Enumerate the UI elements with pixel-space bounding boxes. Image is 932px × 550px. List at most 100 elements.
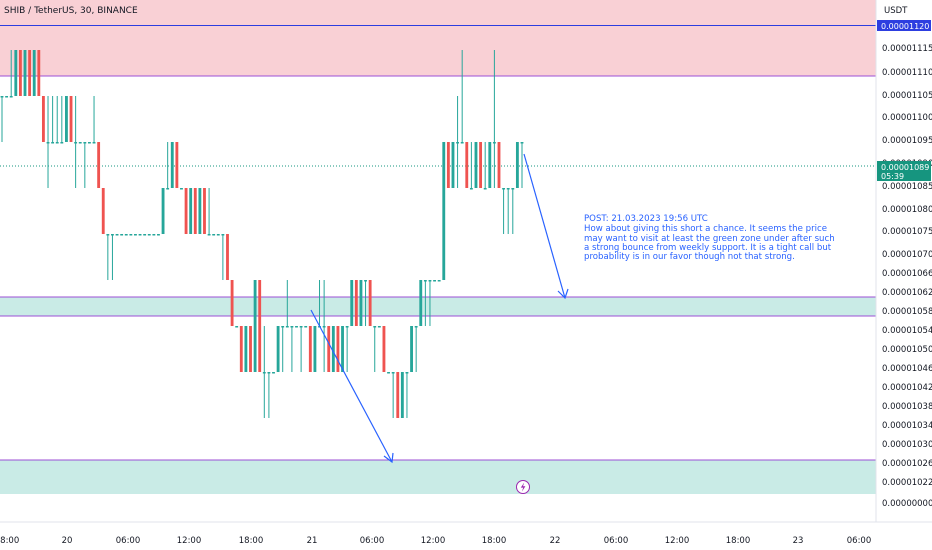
candle (345, 326, 349, 372)
price-label: 0.00001030 (882, 440, 932, 450)
candle (78, 142, 82, 144)
candle (511, 188, 515, 234)
last-price-badge (877, 161, 931, 181)
price-label: 0.00001022 (882, 478, 932, 488)
support-zone-upper (0, 297, 876, 316)
candle (193, 188, 197, 234)
candle (226, 234, 229, 280)
candle (221, 234, 225, 280)
time-label: 06:00 (604, 536, 629, 546)
countdown-text: 05:39 (881, 172, 904, 181)
candle (262, 326, 266, 418)
candle (23, 50, 27, 96)
candle (88, 142, 91, 144)
price-label: 0.00001075 (882, 227, 932, 237)
candle (492, 50, 496, 188)
price-label: 0.00001050 (882, 345, 932, 355)
candle (400, 372, 404, 418)
candle (308, 326, 312, 372)
candle (460, 50, 464, 144)
candle (433, 280, 436, 282)
projection-arrow-2 (523, 153, 569, 300)
candle (285, 280, 289, 328)
candle (14, 50, 18, 96)
time-axis[interactable]: 18:00 20 06:00 12:00 18:00 21 06:00 12:00 18:00 2… (0, 521, 932, 550)
candle (327, 326, 331, 372)
price-label: 0.00001026 (882, 459, 932, 469)
candle (184, 188, 188, 234)
candle (322, 280, 326, 372)
time-label: 12:00 (421, 536, 446, 546)
candle (391, 372, 395, 418)
price-label: 0.00001058 (882, 307, 932, 317)
candle (387, 372, 390, 374)
candle (331, 326, 335, 372)
price-label: 0.00000000 (882, 499, 932, 509)
candle (359, 280, 363, 326)
price-label: 0.00001100 (882, 113, 932, 123)
candle (147, 234, 151, 236)
candle (437, 280, 441, 282)
candle (299, 326, 303, 372)
time-label: 12:00 (665, 536, 690, 546)
price-label: 0.00001034 (882, 421, 932, 431)
candle (166, 142, 170, 190)
candle (207, 188, 211, 236)
candle (456, 96, 460, 188)
price-label: 0.00001054 (882, 326, 932, 336)
candle (120, 234, 124, 236)
support-zone-lower (0, 460, 876, 494)
symbol-title: SHIB / TetherUS, 30, BINANCE (4, 6, 138, 16)
projection-arrow-1 (310, 309, 394, 464)
candle (368, 280, 372, 326)
annotation-line-2: How about giving this short a chance. It… (584, 224, 827, 234)
candle (46, 96, 50, 188)
candle (129, 234, 133, 236)
candle (258, 280, 262, 372)
price-label: 0.00001070 (882, 250, 932, 260)
time-label: 22 (550, 536, 561, 546)
annotation-line-5: probability is in our favor though not t… (584, 252, 795, 262)
time-label: 06:00 (360, 536, 385, 546)
candle (161, 188, 165, 234)
candle (239, 326, 243, 372)
candle (101, 188, 105, 234)
candle (451, 142, 455, 188)
candle (373, 326, 377, 372)
candle (60, 96, 64, 144)
candle (235, 326, 239, 328)
candle (170, 142, 174, 188)
price-label: 0.00001042 (882, 383, 932, 393)
time-label: 06:00 (847, 536, 872, 546)
annotation-line-1: POST: 21.03.2023 19:56 UTC (584, 214, 708, 224)
candle (37, 50, 41, 96)
candle (272, 372, 275, 374)
candle (428, 280, 432, 326)
candle (414, 326, 418, 372)
price-label: 0.00001110 (882, 68, 932, 78)
candle (92, 96, 96, 144)
last-price-text: 0.00001089 (881, 163, 929, 172)
price-axis[interactable]: USDT 0.00001115 0.00001110 0.00001105 0.000… (875, 0, 932, 550)
time-label: 18:00 (0, 536, 19, 546)
candle (341, 326, 344, 372)
candle (396, 372, 400, 418)
candle (479, 142, 483, 188)
resistance-price-text: 0.00001120 (881, 22, 929, 31)
candle (83, 142, 87, 188)
candle (304, 326, 308, 328)
candles (0, 50, 524, 418)
time-label: 20 (62, 536, 73, 546)
candle (405, 372, 409, 418)
candle (175, 142, 179, 188)
candle (5, 96, 9, 98)
candle (506, 188, 510, 234)
candle (497, 142, 501, 188)
candle (446, 142, 450, 188)
candle (267, 372, 271, 418)
lightning-icon[interactable] (516, 480, 530, 494)
candle (244, 326, 248, 372)
candle (41, 96, 45, 142)
candle (336, 326, 340, 372)
